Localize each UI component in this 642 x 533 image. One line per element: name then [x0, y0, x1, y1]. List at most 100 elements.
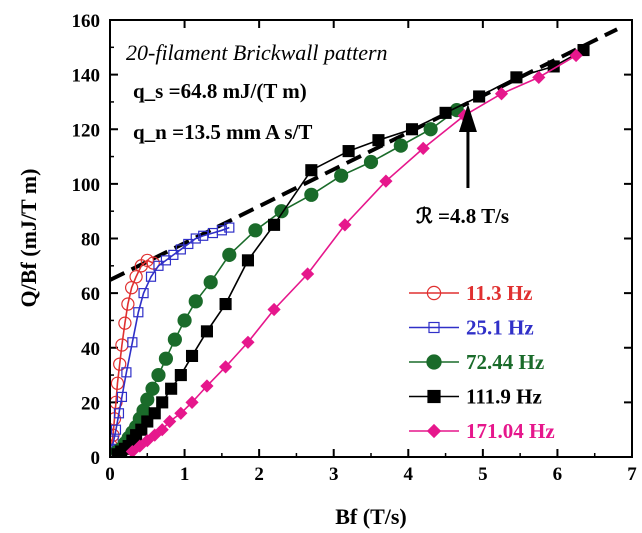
data-point	[160, 255, 172, 266]
legend-entry: 171.04 Hz	[409, 419, 555, 443]
data-point	[113, 357, 127, 371]
annotations: 20-filament Brickwall pattern q_s =64.8 …	[126, 40, 509, 228]
y-tick-label: 80	[81, 230, 100, 251]
data-point	[188, 294, 203, 309]
y-axis-title: Q/Bf (mJ/T m)	[16, 169, 41, 308]
data-point	[146, 256, 160, 270]
data-point	[200, 379, 214, 393]
legend-entry: 111.9 Hz	[409, 385, 542, 409]
data-point	[110, 376, 125, 390]
y-tick-label: 140	[72, 66, 101, 87]
arrow-head	[458, 104, 477, 132]
x-tick-label: 3	[329, 464, 339, 485]
data-point	[241, 254, 255, 267]
data-point	[363, 154, 379, 170]
data-point	[133, 307, 144, 318]
data-point	[113, 408, 125, 419]
legend-label: 11.3 Hz	[466, 281, 533, 305]
data-point	[155, 423, 169, 437]
series-group	[110, 43, 590, 457]
data-point	[426, 285, 442, 301]
data-point	[342, 145, 355, 158]
series-line	[110, 226, 230, 450]
data-point	[338, 218, 352, 232]
y-tick-label: 120	[72, 120, 101, 141]
data-point	[379, 174, 393, 188]
data-point	[426, 354, 442, 370]
data-point	[198, 230, 209, 241]
data-point	[110, 424, 122, 435]
data-point	[177, 313, 192, 328]
legend: 11.3 Hz 25.1 Hz 72.44 Hz 111.9 Hz 171.04 Hz	[409, 281, 555, 443]
data-point	[218, 360, 233, 374]
qs-annotation: q_s =64.8 mJ/(T m)	[133, 79, 307, 103]
data-point	[156, 396, 169, 409]
data-point	[334, 168, 349, 183]
data-point	[203, 275, 218, 290]
data-point	[129, 270, 143, 284]
x-tick-label: 7	[627, 464, 637, 485]
fit-line	[110, 27, 618, 282]
x-tick-label: 6	[553, 464, 563, 485]
y-tick-label: 100	[72, 175, 101, 196]
data-point	[372, 134, 385, 147]
data-point	[138, 288, 149, 299]
data-point	[153, 260, 164, 271]
tick-labels: 0 1 2 3 4 5 6 7 0 20 40 60 80 100 120 140 160	[72, 11, 638, 485]
x-axis-title: Bf (T/s)	[335, 504, 407, 529]
data-point	[148, 428, 162, 442]
data-point	[118, 316, 132, 330]
data-point	[216, 225, 227, 236]
y-tick-label: 40	[81, 339, 100, 360]
data-point	[301, 267, 315, 281]
data-point	[145, 381, 160, 396]
pattern-title: 20-filament Brickwall pattern	[126, 40, 388, 65]
rate-annotation: ℛ =4.8 T/s	[416, 204, 509, 228]
plot-frame	[109, 19, 633, 458]
data-point	[416, 141, 430, 155]
data-point	[168, 249, 179, 260]
data-point	[127, 337, 138, 348]
data-point	[304, 187, 319, 202]
legend-entry: 25.1 Hz	[409, 316, 534, 340]
legend-entry: 11.3 Hz	[409, 281, 533, 305]
data-point	[219, 298, 232, 311]
data-point	[427, 389, 441, 404]
fit-line-group	[110, 27, 618, 282]
data-point	[174, 406, 188, 420]
data-point	[163, 414, 177, 429]
y-tick-label: 160	[72, 11, 101, 32]
data-point	[577, 43, 590, 57]
qn-annotation: q_n =13.5 mm A s/T	[133, 120, 312, 144]
data-point	[423, 122, 438, 137]
x-tick-label: 4	[404, 464, 414, 485]
legend-label: 171.04 Hz	[466, 419, 555, 443]
data-point	[167, 332, 182, 347]
data-point	[248, 223, 263, 238]
data-point	[165, 382, 178, 395]
data-point	[174, 369, 187, 382]
x-tick-label: 2	[254, 464, 264, 485]
data-point	[426, 423, 442, 439]
data-point	[510, 71, 523, 84]
data-point	[224, 222, 235, 233]
x-tick-label: 1	[180, 464, 190, 485]
y-tick-label: 0	[91, 448, 101, 469]
data-point	[547, 60, 560, 73]
data-point	[183, 238, 194, 250]
data-point	[116, 391, 128, 403]
x-tick-label: 5	[478, 464, 488, 485]
data-point	[494, 87, 509, 101]
data-point	[190, 233, 201, 244]
data-point	[267, 302, 281, 317]
data-point	[110, 435, 119, 446]
data-point	[393, 138, 408, 153]
data-point	[569, 48, 583, 63]
x-tick-label: 0	[105, 464, 115, 485]
data-point	[439, 106, 452, 119]
legend-entry: 72.44 Hz	[409, 350, 544, 374]
data-point	[222, 247, 237, 262]
data-point	[405, 123, 419, 136]
data-point	[185, 395, 199, 409]
